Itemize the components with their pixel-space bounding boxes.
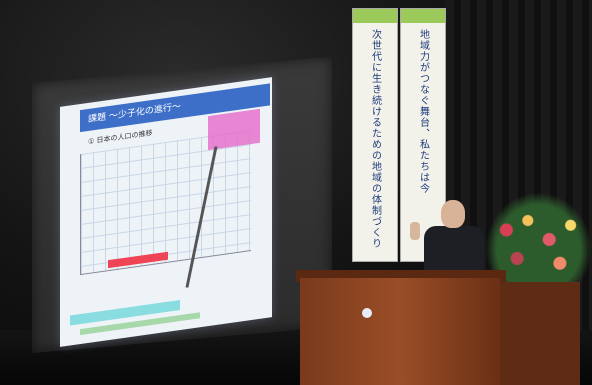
banner-left-accent xyxy=(353,9,397,23)
speaker-body xyxy=(424,226,484,276)
speaker-raised-hand xyxy=(410,222,420,240)
banner-right-text: 地域力がつなぐ舞台、私たちは今 xyxy=(417,29,429,194)
slide-subtitle: ① 日本の人口の推移 xyxy=(88,128,153,146)
banner-left-text: 次世代に生き続けるための地域の体制づくり xyxy=(369,29,381,249)
flower-stand xyxy=(500,282,580,385)
banner-left: 次世代に生き続けるための地域の体制づくり xyxy=(352,8,398,262)
slide-highlight-band xyxy=(208,108,260,151)
presentation-slide: 課題 〜少子化の進行〜 ① 日本の人口の推移 xyxy=(60,77,272,347)
banner-right-accent xyxy=(401,9,445,23)
podium xyxy=(300,278,500,385)
speaker-head xyxy=(441,200,465,228)
podium-logo-icon xyxy=(362,308,372,318)
banner-right: 地域力がつなぐ舞台、私たちは今 xyxy=(400,8,446,262)
